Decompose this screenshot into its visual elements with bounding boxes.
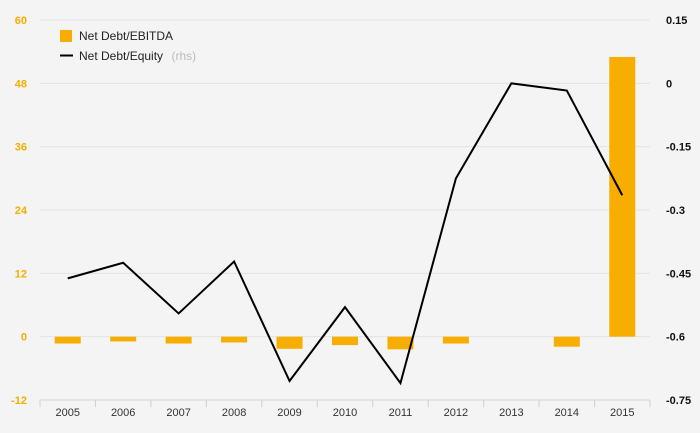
legend-label-equity-main: Net Debt/Equity	[79, 49, 163, 63]
x-tick-label-2005: 2005	[55, 407, 79, 419]
x-tick-label-2010: 2010	[333, 407, 357, 419]
legend-swatch-bar	[60, 30, 72, 42]
legend-label-equity: Net Debt/Equity (rhs)	[79, 47, 196, 64]
right-tick-label-2: -0.45	[666, 268, 691, 280]
x-tick-label-2009: 2009	[277, 407, 301, 419]
bar-series	[54, 56, 636, 350]
bar-2015	[609, 56, 636, 337]
left-tick-label-4: 36	[15, 142, 27, 154]
x-tick-label-2011: 2011	[389, 407, 413, 419]
x-tick-label-2006: 2006	[111, 407, 135, 419]
x-tick-label-2012: 2012	[444, 407, 468, 419]
line-series	[67, 82, 624, 386]
left-tick-label-1: 0	[21, 332, 27, 344]
left-tick-label-2: 12	[15, 268, 27, 280]
legend: Net Debt/EBITDA Net Debt/Equity (rhs)	[60, 29, 196, 64]
x-tick-label-2007: 2007	[166, 407, 190, 419]
x-tick-label-2014: 2014	[555, 407, 579, 419]
bar-2006	[110, 336, 137, 342]
bar-2012	[442, 336, 469, 344]
legend-label-ebitda: Net Debt/EBITDA	[79, 29, 173, 43]
grid	[40, 19, 650, 401]
axes: -12 0 12 24 36 48 60 -0.75 -0.6 -0.45 -0.3 -0.15 0 0.…	[11, 15, 691, 419]
left-tick-label-6: 60	[15, 15, 27, 27]
legend-label-equity-suffix: (rhs)	[172, 49, 197, 63]
bar-2014	[553, 336, 580, 347]
bar-2010	[332, 336, 358, 346]
right-tick-label-0: -0.75	[666, 395, 691, 407]
line-path	[67, 82, 624, 386]
bar-2007	[165, 336, 192, 344]
x-tick-label-2015: 2015	[610, 407, 634, 419]
bar-2008	[221, 336, 248, 343]
bar-2009	[276, 336, 303, 349]
left-tick-label-5: 48	[15, 78, 27, 90]
right-tick-label-6: 0.15	[666, 15, 687, 27]
x-tick-label-2008: 2008	[222, 407, 246, 419]
right-tick-label-1: -0.6	[666, 332, 685, 344]
left-tick-label-3: 24	[15, 205, 28, 217]
right-tick-label-5: 0	[666, 78, 672, 90]
bar-2011	[387, 336, 414, 350]
x-tick-label-2013: 2013	[499, 407, 523, 419]
bar-2005	[54, 336, 81, 344]
left-tick-label-0: -12	[11, 395, 27, 407]
right-tick-label-3: -0.3	[666, 205, 685, 217]
right-tick-label-4: -0.15	[666, 142, 691, 154]
